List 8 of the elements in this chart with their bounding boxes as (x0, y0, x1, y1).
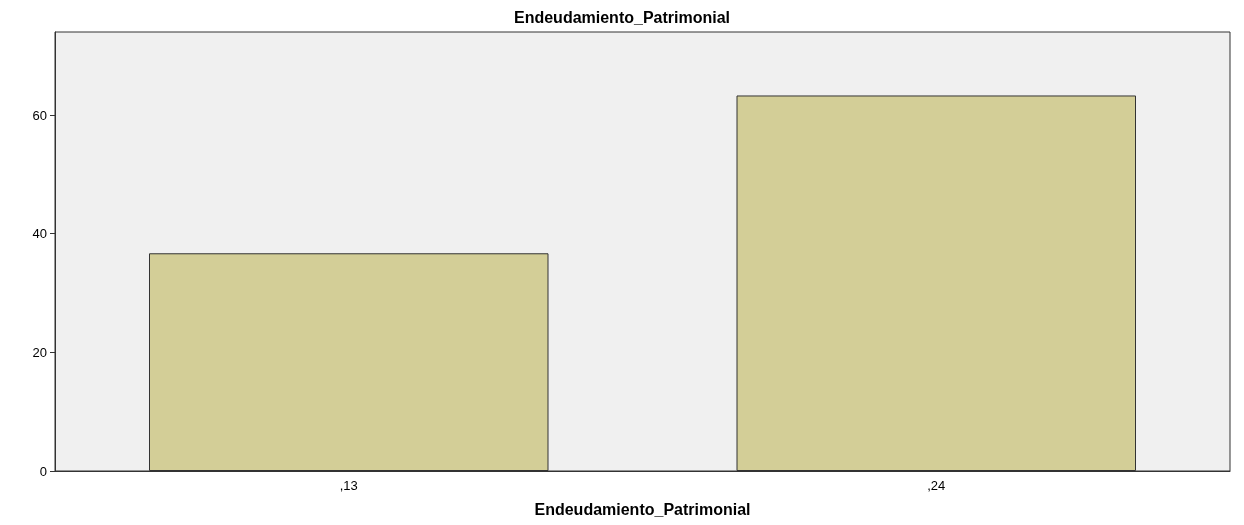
x-tick-label: ,24 (927, 478, 946, 493)
y-tick-label: 0 (39, 463, 47, 479)
y-tick-label: 20 (32, 344, 47, 360)
y-tick-label: 60 (32, 107, 47, 123)
x-axis-title: Endeudamiento_Patrimonial (534, 500, 751, 518)
chart-title: Endeudamiento_Patrimonial (513, 8, 731, 26)
y-tick-label: 40 (32, 226, 47, 242)
x-tick-label: ,13 (339, 478, 358, 493)
